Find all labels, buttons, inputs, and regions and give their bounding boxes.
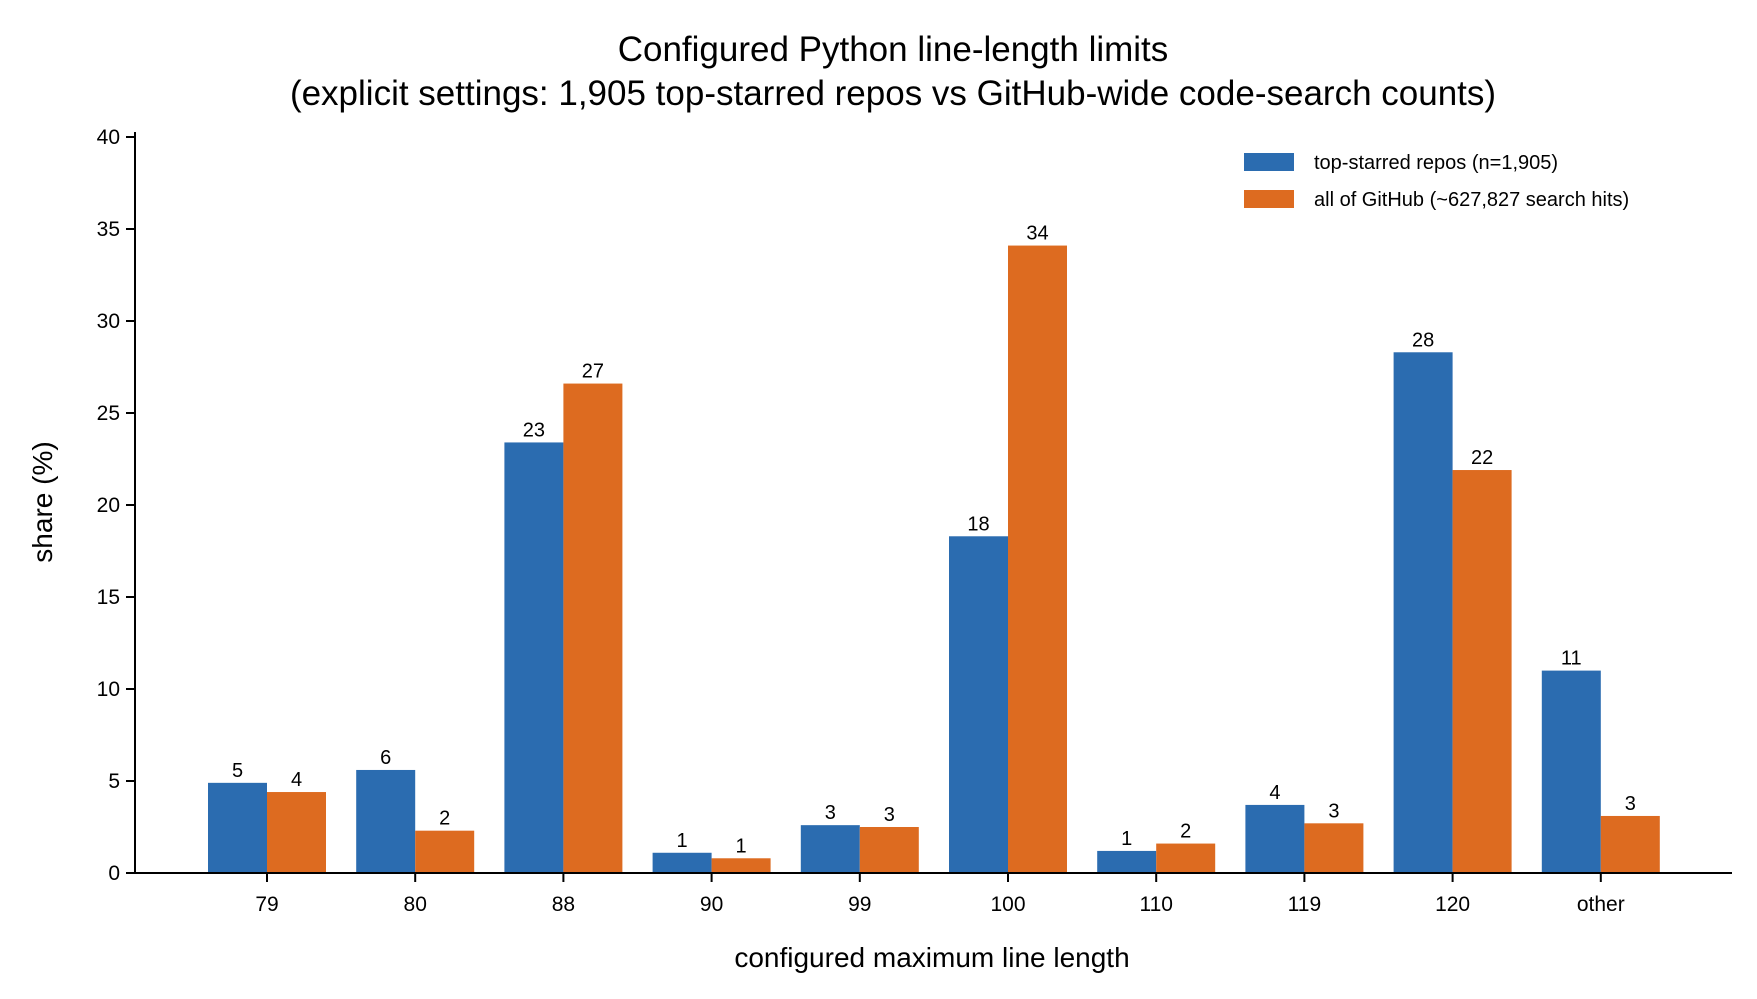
bar-data-label: 3 xyxy=(884,804,895,826)
bar-data-label: 3 xyxy=(1328,800,1339,822)
bar-data-label: 5 xyxy=(232,760,243,782)
legend-swatch xyxy=(1244,190,1294,208)
x-axis-label: configured maximum line length xyxy=(734,942,1129,973)
bar xyxy=(1393,352,1453,873)
bar xyxy=(711,858,771,873)
bar-data-label: 2 xyxy=(439,808,450,830)
bar xyxy=(652,852,712,873)
bar-data-label: 6 xyxy=(380,747,391,769)
bar xyxy=(1097,850,1157,873)
bar-data-label: 28 xyxy=(1412,329,1434,351)
x-tick-label: 120 xyxy=(1435,893,1470,916)
chart-subtitle: (explicit settings: 1,905 top-starred re… xyxy=(290,74,1496,113)
legend: top-starred repos (n=1,905) all of GitHub… xyxy=(1244,152,1629,211)
x-tick-label: 110 xyxy=(1139,893,1172,916)
bar-data-label: 23 xyxy=(523,419,545,441)
bar xyxy=(1304,823,1364,873)
bar xyxy=(356,769,416,873)
bar xyxy=(1541,670,1601,873)
x-tick-label: 100 xyxy=(990,893,1025,916)
legend-entry: top-starred repos (n=1,905) xyxy=(1314,152,1558,174)
bar-data-label: 4 xyxy=(291,769,302,791)
bar xyxy=(800,825,860,873)
bar-data-label: 1 xyxy=(677,830,688,852)
bar-data-label: 11 xyxy=(1561,648,1582,670)
bar-data-label: 3 xyxy=(1625,793,1636,815)
bar xyxy=(267,792,326,873)
y-tick-label: 30 xyxy=(97,310,120,333)
legend-entry: all of GitHub (~627,827 search hits) xyxy=(1314,189,1629,211)
bar-data-label: 18 xyxy=(967,513,989,535)
x-tick-label: 99 xyxy=(848,893,871,916)
bar xyxy=(1600,815,1660,873)
y-axis-label: share (%) xyxy=(27,441,58,562)
bar-data-label: 22 xyxy=(1471,447,1493,469)
x-tick-label: other xyxy=(1577,893,1625,916)
bar xyxy=(504,442,564,873)
bar xyxy=(208,782,267,873)
legend-swatch xyxy=(1244,153,1294,171)
x-tick-label: 79 xyxy=(255,893,278,916)
bar-data-label: 1 xyxy=(736,835,747,857)
x-tick-label: 90 xyxy=(700,893,723,916)
y-tick-label: 35 xyxy=(97,218,120,241)
x-tick-label: 88 xyxy=(552,893,575,916)
y-tick-label: 10 xyxy=(97,678,120,701)
bar xyxy=(859,827,919,873)
y-tick-label: 0 xyxy=(108,862,120,885)
x-tick-label: 119 xyxy=(1288,893,1321,916)
bar xyxy=(1245,804,1305,873)
bar-data-label: 4 xyxy=(1269,782,1280,804)
bar-data-label: 2 xyxy=(1180,821,1191,843)
chart-title: Configured Python line-length limits xyxy=(618,30,1169,69)
bar xyxy=(1156,843,1216,873)
bar xyxy=(1008,245,1067,873)
y-tick-label: 40 xyxy=(97,126,120,149)
x-tick-label: 80 xyxy=(404,893,427,916)
bar xyxy=(563,383,623,873)
bar-data-label: 34 xyxy=(1026,223,1048,245)
bar xyxy=(949,536,1008,873)
y-tick-label: 25 xyxy=(97,402,120,425)
bar-data-label: 1 xyxy=(1121,828,1132,850)
y-tick-label: 15 xyxy=(97,586,120,609)
y-tick-label: 5 xyxy=(108,770,120,793)
bar-data-label: 27 xyxy=(582,361,604,383)
bar-data-label: 3 xyxy=(825,802,836,824)
y-tick-label: 20 xyxy=(97,494,120,517)
bar xyxy=(415,830,475,873)
bar xyxy=(1452,470,1512,873)
